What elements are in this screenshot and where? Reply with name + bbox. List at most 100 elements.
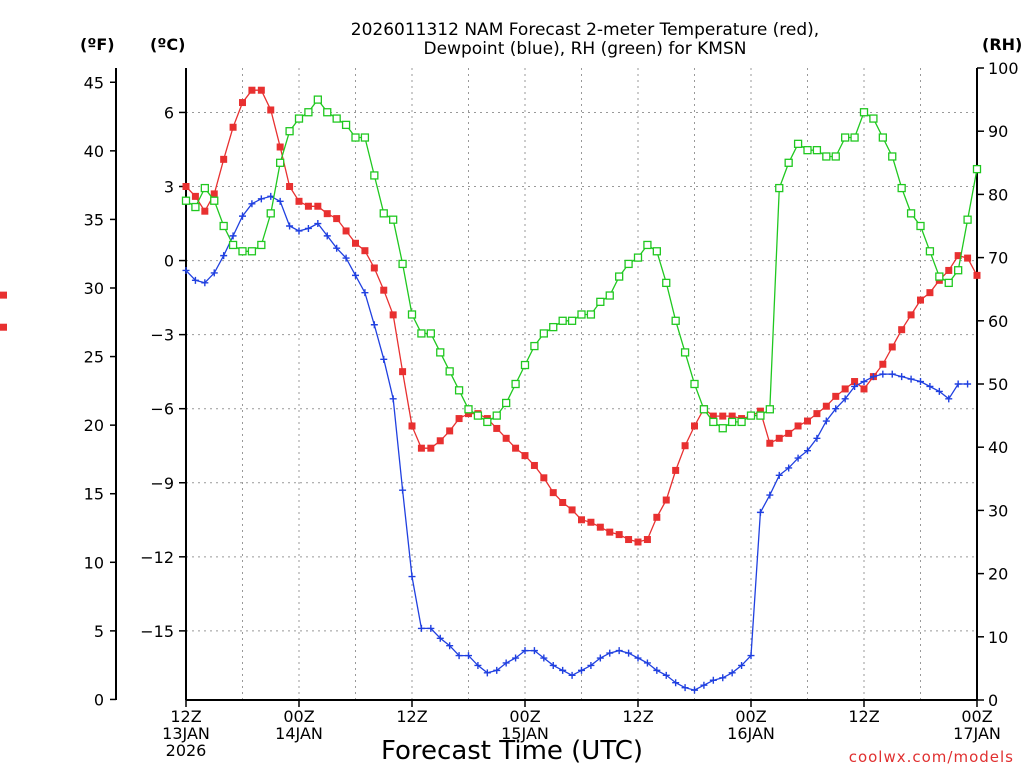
rh-point <box>539 329 548 338</box>
dewpoint-point <box>898 373 906 381</box>
dewpoint-point <box>267 192 275 200</box>
dewpoint-point <box>323 232 331 240</box>
dewpoint-point <box>314 220 322 228</box>
rh-point <box>228 240 238 250</box>
celsius-tick-label: 3 <box>164 178 174 197</box>
temperature-point <box>370 264 378 272</box>
dewpoint-point <box>417 624 425 632</box>
dewpoint-point <box>304 224 312 232</box>
dewpoint-point <box>512 654 520 662</box>
rh-axis: 0 10 20 30 40 50 60 70 80 90 100 <box>977 59 1019 710</box>
rh-point <box>200 183 209 193</box>
temperature-point <box>408 422 416 430</box>
dewpoint-point <box>389 395 397 403</box>
rh-point <box>841 133 850 142</box>
rh-point <box>643 240 652 250</box>
temperature-point <box>276 143 284 151</box>
rh-point <box>313 95 322 104</box>
dewpoint-point <box>229 232 237 240</box>
rh-tick-label: 60 <box>988 312 1008 331</box>
dewpoint-point <box>672 679 680 687</box>
temperature-point <box>342 227 350 235</box>
dewpoint-point <box>286 222 294 230</box>
dewpoint-point <box>201 279 209 287</box>
rh-tick-label: 0 <box>988 691 998 710</box>
temperature-point <box>775 434 783 442</box>
temperature-point <box>220 155 228 163</box>
rh-point <box>445 367 454 376</box>
dewpoint-point <box>210 269 218 277</box>
rh-point <box>746 411 756 420</box>
dewpoint-point <box>239 212 246 220</box>
temperature-point <box>239 99 246 107</box>
temperature-point <box>634 538 642 546</box>
temperature-point <box>314 202 322 210</box>
dewpoint-point <box>964 380 972 388</box>
temperature-point <box>794 422 802 430</box>
rh-unit-label: (RH) <box>982 35 1022 54</box>
rh-point <box>567 316 577 325</box>
rh-point <box>972 164 982 174</box>
temperature-point <box>578 516 585 524</box>
rh-point <box>502 398 511 408</box>
temperature-point <box>446 427 454 435</box>
dewpoint-point <box>917 378 924 386</box>
temperature-point <box>879 360 887 368</box>
rh-point <box>247 247 257 256</box>
rh-point <box>916 221 925 231</box>
fahrenheit-tick-label: 20 <box>84 416 104 435</box>
dewpoint-point <box>540 654 548 662</box>
temperature-point <box>201 207 209 215</box>
rh-point <box>718 424 727 433</box>
rh-point <box>389 215 398 224</box>
rh-point <box>878 133 887 142</box>
temperature-point <box>907 311 915 319</box>
temperature-point <box>512 444 520 452</box>
time-tick-label: 12Z <box>170 707 201 726</box>
fahrenheit-tick-label: 0 <box>94 690 104 709</box>
dewpoint-point <box>813 434 821 442</box>
dewpoint-point <box>832 405 840 413</box>
temperature-point <box>973 271 981 279</box>
celsius-tick-label: 0 <box>164 252 174 271</box>
temperature-point <box>813 410 821 418</box>
rh-point <box>558 316 567 325</box>
dewpoint-point <box>530 647 538 655</box>
rh-point <box>850 133 859 142</box>
chart-title-line-2: Dewpoint (blue), RH (green) for KMSN <box>424 39 747 59</box>
temperature-point <box>0 323 7 331</box>
dewpoint-line <box>185 195 968 691</box>
temperature-point <box>662 496 670 504</box>
rh-point <box>690 379 699 389</box>
temperature-point <box>182 183 190 190</box>
rh-point <box>605 291 614 300</box>
rh-point <box>859 108 869 117</box>
rh-point <box>417 329 426 338</box>
dewpoint-point <box>691 686 698 694</box>
fahrenheit-tick-label: 5 <box>94 622 104 641</box>
rh-point <box>549 322 558 332</box>
dewpoint-point <box>493 666 501 674</box>
rh-point <box>370 171 379 180</box>
temperature-point <box>917 296 924 304</box>
dewpoint-point <box>615 647 623 655</box>
rh-point <box>351 133 360 142</box>
temperature-point <box>568 506 576 514</box>
celsius-unit-label: (ºC) <box>150 35 185 54</box>
fahrenheit-unit-label: (ºF) <box>80 35 115 54</box>
temperature-point <box>709 412 717 420</box>
dewpoint-point <box>775 471 783 479</box>
dewpoint-point <box>248 200 256 208</box>
rh-tick-label: 90 <box>988 122 1008 141</box>
time-tick-label: 12Z <box>396 707 427 726</box>
fahrenheit-tick-label: 35 <box>84 210 104 229</box>
dewpoint-point <box>700 681 708 689</box>
rh-point <box>596 297 605 306</box>
dewpoint-point <box>888 370 896 378</box>
rh-point <box>756 411 765 420</box>
rh-point <box>473 411 483 420</box>
celsius-axis: 6 3 0 −3 −6 −9 −12 −15 <box>140 103 186 641</box>
rh-point <box>831 152 840 161</box>
temperature-point <box>549 489 557 497</box>
rh-tick-label: 50 <box>988 375 1008 394</box>
